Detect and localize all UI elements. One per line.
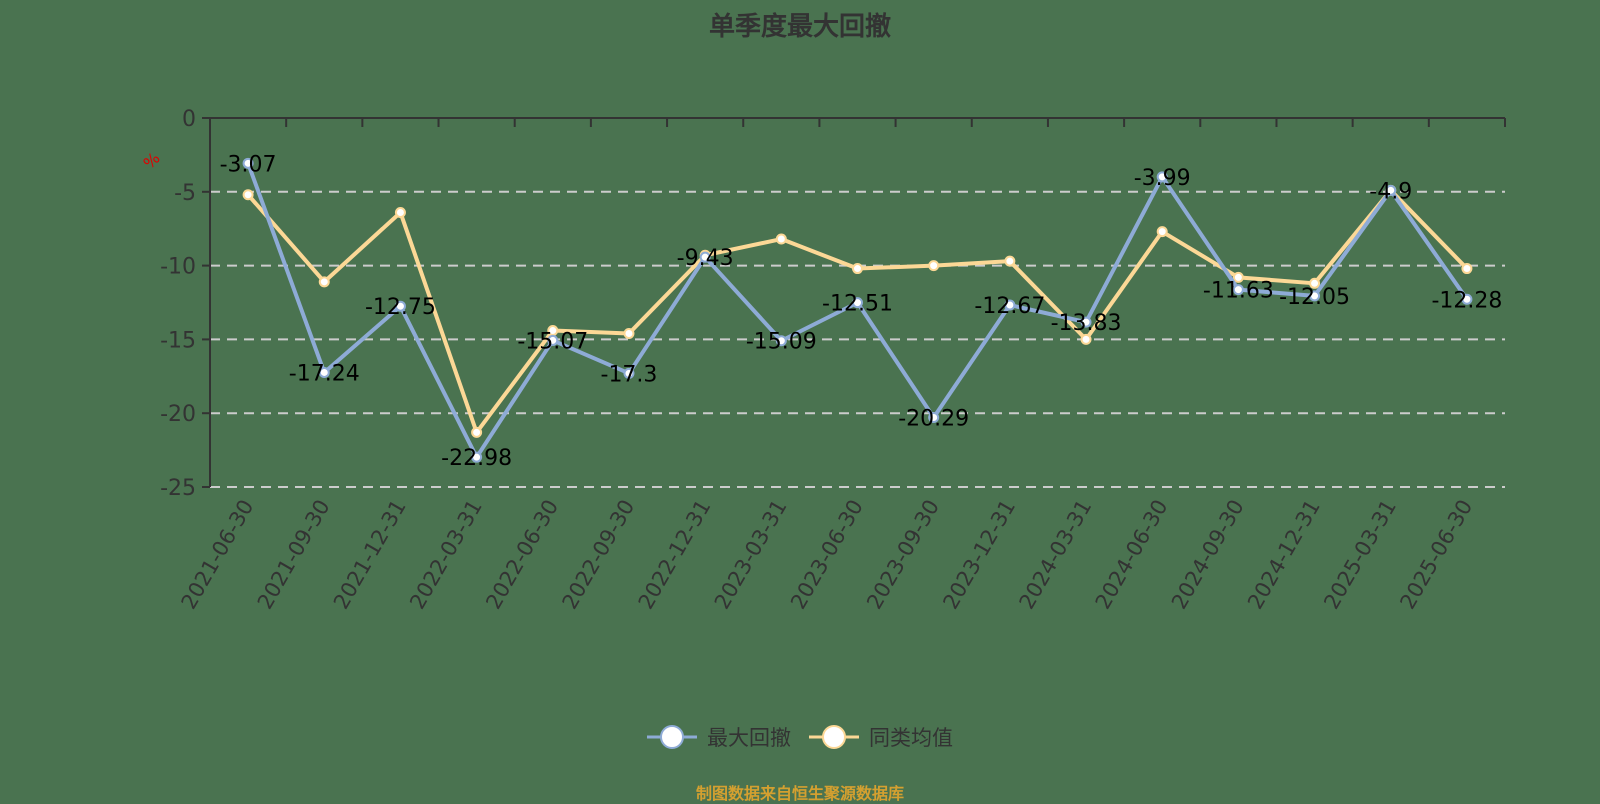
data-label: -12.67 bbox=[974, 294, 1045, 319]
x-tick-label: 2023-09-30 bbox=[862, 496, 944, 614]
y-tick-label: -15 bbox=[160, 328, 196, 353]
x-tick-label: 2021-09-30 bbox=[253, 496, 335, 614]
legend-item-category-average[interactable]: 同类均值 bbox=[809, 722, 953, 752]
x-tick-label: 2023-12-31 bbox=[938, 496, 1020, 614]
data-point[interactable] bbox=[775, 335, 787, 347]
data-point[interactable] bbox=[1080, 316, 1092, 328]
data-point[interactable] bbox=[1232, 271, 1244, 283]
x-tick-label: 2023-03-31 bbox=[710, 496, 792, 614]
y-tick-label: -25 bbox=[160, 476, 196, 501]
data-point[interactable] bbox=[1004, 255, 1016, 267]
data-point[interactable] bbox=[928, 411, 940, 423]
legend-label: 最大回撤 bbox=[707, 726, 791, 750]
data-label: -15.07 bbox=[517, 329, 588, 354]
data-point[interactable] bbox=[1309, 290, 1321, 302]
data-point[interactable] bbox=[1232, 284, 1244, 296]
data-label: -13.83 bbox=[1051, 311, 1122, 336]
y-tick-label: 0 bbox=[182, 107, 196, 132]
data-label: -9.43 bbox=[677, 246, 734, 271]
x-tick-label: 2022-03-31 bbox=[405, 496, 487, 614]
legend-marker-icon bbox=[647, 725, 697, 749]
data-point[interactable] bbox=[394, 300, 406, 312]
x-tick-label: 2025-03-31 bbox=[1319, 496, 1401, 614]
data-point[interactable] bbox=[1385, 184, 1397, 196]
x-tick-label: 2024-09-30 bbox=[1167, 496, 1249, 614]
legend: 最大回撤 同类均值 bbox=[0, 722, 1600, 752]
y-tick-label: -10 bbox=[160, 255, 196, 280]
data-label: -12.05 bbox=[1279, 285, 1350, 310]
legend-marker-icon bbox=[809, 725, 859, 749]
data-point[interactable] bbox=[471, 451, 483, 463]
x-tick-label: 2023-06-30 bbox=[786, 496, 868, 614]
data-point[interactable] bbox=[318, 366, 330, 378]
data-label: -3.07 bbox=[220, 152, 277, 177]
data-point[interactable] bbox=[1080, 333, 1092, 345]
x-tick-label: 2022-09-30 bbox=[557, 496, 639, 614]
data-point[interactable] bbox=[623, 327, 635, 339]
x-tick-label: 2021-06-30 bbox=[177, 496, 259, 614]
x-tick-label: 2024-06-30 bbox=[1091, 496, 1173, 614]
data-point[interactable] bbox=[775, 233, 787, 245]
x-tick-label: 2022-12-31 bbox=[634, 496, 716, 614]
data-point[interactable] bbox=[928, 260, 940, 272]
x-tick-label: 2024-12-31 bbox=[1243, 496, 1325, 614]
data-point[interactable] bbox=[1461, 293, 1473, 305]
data-label: -17.3 bbox=[601, 362, 658, 387]
data-point[interactable] bbox=[1156, 171, 1168, 183]
y-tick-label: -20 bbox=[160, 402, 196, 427]
data-point[interactable] bbox=[242, 157, 254, 169]
data-label: -12.51 bbox=[822, 292, 893, 317]
data-point[interactable] bbox=[394, 206, 406, 218]
data-label: -11.63 bbox=[1203, 279, 1274, 304]
data-point[interactable] bbox=[318, 276, 330, 288]
x-tick-label: 2021-12-31 bbox=[329, 496, 411, 614]
data-point[interactable] bbox=[699, 251, 711, 263]
data-point[interactable] bbox=[1461, 263, 1473, 275]
data-label: -12.75 bbox=[365, 295, 436, 320]
data-point[interactable] bbox=[623, 367, 635, 379]
x-tick-label: 2025-06-30 bbox=[1395, 496, 1477, 614]
x-tick-label: 2024-03-31 bbox=[1015, 496, 1097, 614]
data-point[interactable] bbox=[1004, 299, 1016, 311]
data-point[interactable] bbox=[471, 426, 483, 438]
data-point[interactable] bbox=[242, 189, 254, 201]
data-label: -20.29 bbox=[898, 406, 969, 431]
data-label: -3.99 bbox=[1134, 166, 1191, 191]
y-tick-label: -5 bbox=[174, 181, 196, 206]
y-unit-label: % bbox=[140, 149, 164, 173]
legend-label: 同类均值 bbox=[869, 726, 953, 750]
data-point[interactable] bbox=[1309, 277, 1321, 289]
data-label: -22.98 bbox=[441, 446, 512, 471]
source-note: 制图数据来自恒生聚源数据库 bbox=[695, 784, 904, 803]
data-label: -12.28 bbox=[1431, 288, 1502, 313]
data-point[interactable] bbox=[1156, 226, 1168, 238]
legend-item-max-drawdown[interactable]: 最大回撤 bbox=[647, 722, 791, 752]
data-point[interactable] bbox=[547, 334, 559, 346]
data-label: -15.09 bbox=[746, 330, 817, 355]
x-tick-label: 2022-06-30 bbox=[481, 496, 563, 614]
data-label: -4.9 bbox=[1369, 179, 1412, 204]
data-point[interactable] bbox=[852, 263, 863, 275]
data-point[interactable] bbox=[852, 297, 863, 309]
data-label: -17.24 bbox=[289, 361, 360, 386]
chart-title: 单季度最大回撤 bbox=[708, 12, 891, 42]
